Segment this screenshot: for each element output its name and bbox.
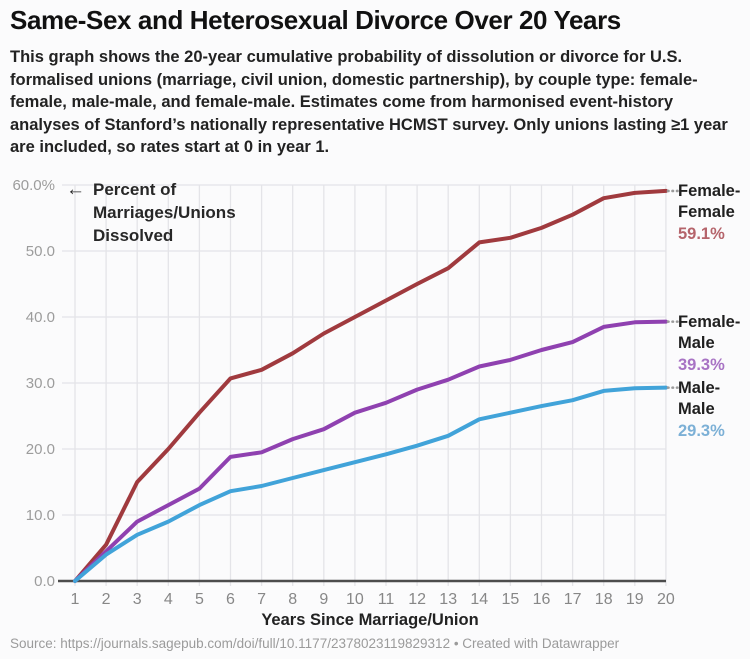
line-female-female [73,188,668,583]
x-tick-label: 9 [319,591,328,608]
legend-entry-male-male: Male-Male 29.3% [678,378,750,442]
x-tick-label: 1 [71,591,80,608]
line-female-male [73,319,668,583]
line-male-male [73,385,668,583]
left-arrow-icon: ← [66,179,85,200]
chart-title: Same-Sex and Heterosexual Divorce Over 2… [10,5,621,35]
x-tick-label: 3 [133,591,142,608]
y-axis-annotation-text: Percent of Marriages/Unions Dissolved [93,180,236,245]
x-tick-label: 7 [257,591,266,608]
x-tick-label: 12 [408,591,426,608]
chart-description: This graph shows the 20-year cumulative … [10,48,728,156]
x-tick-label: 20 [657,591,675,608]
x-tick-label: 13 [439,591,457,608]
legend-name: Female-Female [678,181,741,221]
y-tick-label: 20.0 [26,441,55,458]
legend-entry-female-female: Female-Female 59.1% [678,181,750,245]
y-tick-label: 30.0 [26,375,55,392]
x-tick-label: 2 [102,591,111,608]
x-tick-label: 6 [226,591,235,608]
legend-entry-female-male: Female-Male 39.3% [678,312,750,376]
y-tick-label: 50.0 [26,243,55,260]
x-tick-label: 4 [164,591,173,608]
x-tick-label: 5 [195,591,204,608]
y-tick-label: 10.0 [26,507,55,524]
x-tick-label: 11 [378,591,395,608]
x-tick-label: 18 [595,591,613,608]
source-footer: Source: https://journals.sagepub.com/doi… [10,636,620,651]
y-axis-annotation: ← Percent of Marriages/Unions Dissolved [66,178,246,247]
y-tick-label: 0.0 [34,573,55,590]
x-tick-label: 8 [288,591,297,608]
x-tick-label: 10 [346,591,364,608]
x-axis-title: Years Since Marriage/Union [261,611,479,629]
legend-name: Male-Male [678,378,721,418]
y-tick-label: 40.0 [26,309,55,326]
legend-name: Female-Male [678,312,741,352]
legend-value: 39.3% [678,355,725,374]
legend-value: 29.3% [678,421,725,440]
y-tick-label: 60.0% [12,177,55,194]
legend-value: 59.1% [678,224,725,243]
x-tick-label: 19 [626,591,644,608]
x-tick-label: 15 [502,591,520,608]
x-tick-label: 16 [533,591,551,608]
x-tick-label: 14 [470,591,488,608]
x-tick-label: 17 [564,591,582,608]
